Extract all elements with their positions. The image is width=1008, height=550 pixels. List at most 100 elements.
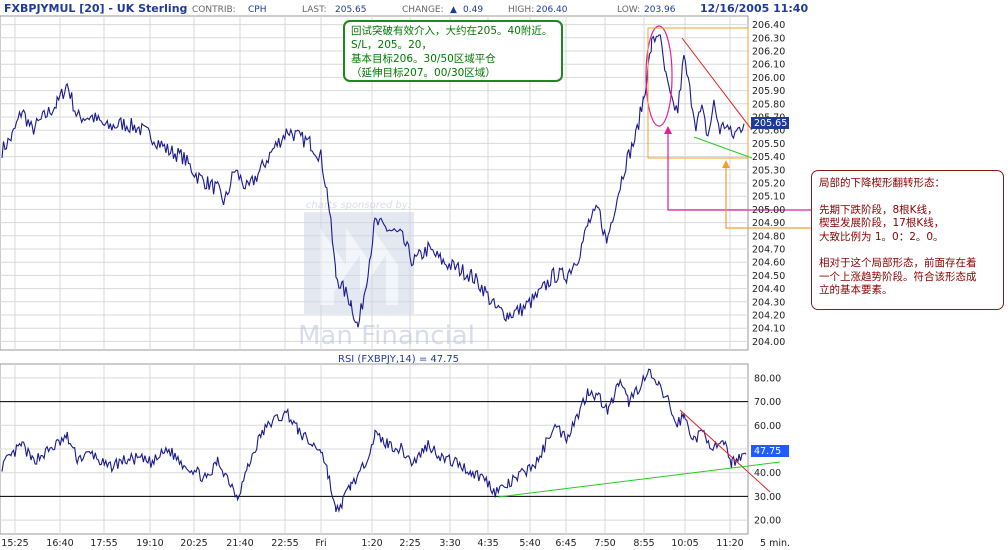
price-tick-label: 204.20 [752, 311, 785, 322]
price-tick-label: 205.00 [752, 205, 785, 216]
wedge-box [647, 27, 749, 159]
time-tick-label: 7:50 [594, 538, 615, 549]
orange-arrow-icon [722, 160, 730, 168]
low-label: LOW: [617, 5, 640, 15]
last-label: LAST: [302, 5, 327, 15]
red-note-line: 相对于这个局部形态，前面存在着 [819, 257, 977, 269]
price-tick-label: 206.40 [752, 20, 785, 31]
price-tick-label: 204.60 [752, 258, 785, 269]
instrument-title: FXBPJYMUL [20] - UK Sterling [4, 2, 187, 15]
red-note-title: 局部的下降楔形翻转形态： [819, 177, 945, 189]
green-note-line: 回试突破有效介入，大约在205。40附近。 [351, 25, 553, 37]
contrib-value: CPH [248, 5, 266, 15]
time-unit-label: 5 min. [760, 538, 790, 549]
price-tick-label: 205.30 [752, 165, 785, 176]
time-tick-label: 8:55 [633, 538, 654, 549]
price-tick-label: 205.80 [752, 99, 785, 110]
last-value: 205.65 [335, 5, 367, 15]
time-tick-label: 5:40 [519, 538, 540, 549]
time-tick-label: 4:35 [477, 538, 498, 549]
change-value: 0.49 [463, 5, 483, 15]
rsi-last-marker: 47.75 [751, 445, 789, 457]
magenta-arrow-icon [664, 126, 672, 134]
price-tick-label: 206.00 [752, 73, 785, 84]
watermark-sponsored-text: charts sponsored by: [306, 200, 411, 211]
change-label: CHANGE: [402, 5, 444, 15]
price-tick-label: 206.20 [752, 47, 785, 58]
high-label: HIGH: [508, 5, 534, 15]
last-price-marker: 205.65 [751, 117, 789, 129]
change-arrow-icon: ▲ [450, 5, 457, 15]
rsi-last-box [751, 445, 789, 457]
orange-connector [725, 166, 812, 229]
time-tick-label: 10:05 [671, 538, 698, 549]
last-price-box [751, 117, 789, 129]
chart-datetime: 12/16/2005 11:40 [700, 2, 808, 15]
rsi-tick-label: 80.00 [754, 373, 781, 384]
wedge-upper-trendline [681, 37, 753, 131]
price-line [1, 34, 745, 328]
price-tick-label: 206.30 [752, 33, 785, 44]
red-note-line: 先期下跌阶段，8根K线， [819, 203, 938, 216]
price-tick-label: 204.10 [752, 324, 785, 335]
time-tick-label: 20:25 [180, 538, 207, 549]
watermark-m-icon [320, 228, 398, 305]
contrib-label: CONTRIB: [192, 5, 236, 15]
price-tick-label: 204.80 [752, 231, 785, 242]
price-tick-label: 204.50 [752, 271, 785, 282]
low-value: 203.96 [644, 5, 676, 15]
price-y-axis: 204.00 204.10 204.20 204.30 204.40 204.50 204.… [752, 20, 785, 348]
time-tick-label: 11:20 [716, 538, 743, 549]
green-note-line: 基本目标206。30/50区域平仓 [351, 53, 496, 65]
rsi-tick-label: 60.00 [754, 421, 781, 432]
red-note-line: 楔型发展阶段，17根K线， [819, 217, 945, 229]
rsi-tick-label: 70.00 [754, 397, 781, 408]
price-tick-label: 204.90 [752, 218, 785, 229]
price-tick-label: 205.40 [752, 152, 785, 163]
red-note-line: 大致比例为 1。0：2。0。 [819, 230, 944, 243]
rsi-grid [0, 364, 748, 534]
last-price-label: 205.65 [754, 118, 787, 129]
price-tick-label: 206.10 [752, 60, 785, 71]
time-tick-label: 2:25 [399, 538, 420, 549]
time-tick-label: 21:40 [226, 538, 253, 549]
wedge-lower-trendline [693, 136, 753, 159]
rsi-annotations [497, 409, 781, 498]
watermark-brand-text: Man Financial [298, 321, 475, 351]
decline-ellipse [645, 25, 673, 127]
high-value: 206.40 [536, 5, 568, 15]
price-series [1, 34, 745, 328]
rsi-tick-label: 30.00 [754, 492, 781, 503]
red-pattern-note: 局部的下降楔形翻转形态： 先期下跌阶段，8根K线， 楔型发展阶段，17根K线， … [811, 170, 1004, 310]
price-tick-label: 204.00 [752, 337, 785, 348]
green-note-line: （延伸目标207。00/30区域） [351, 67, 496, 79]
time-x-axis: 15:25 16:40 17:55 19:10 20:25 21:40 22:55 Fri 1:… [1, 538, 790, 549]
price-tick-label: 205.10 [752, 192, 785, 203]
time-tick-label: 1:20 [361, 538, 382, 549]
time-tick-label: 22:55 [271, 538, 298, 549]
price-tick-label: 205.60 [752, 126, 785, 137]
time-tick-label: 15:25 [1, 538, 28, 549]
price-tick-label: 204.40 [752, 284, 785, 295]
rsi-red-trendline [679, 409, 771, 493]
rsi-green-trendline [497, 461, 781, 498]
time-tick-label: 6:45 [555, 538, 576, 549]
rsi-line [1, 368, 747, 513]
header-bar: FXBPJYMUL [20] - UK Sterling CONTRIB: CP… [4, 2, 808, 15]
time-tick-label: 16:40 [46, 538, 73, 549]
price-tick-label: 205.50 [752, 139, 785, 150]
rsi-last-label: 47.75 [754, 446, 781, 457]
red-note-line: 一个上涨趋势阶段。符合该形态成 [819, 270, 977, 283]
rsi-title: RSI (FXBPJY,14) = 47.75 [338, 354, 459, 365]
rsi-tick-label: 40.00 [754, 468, 781, 479]
green-note-line: S/L，205。20， [351, 39, 432, 51]
red-note-line: 立的基本要素。 [819, 284, 893, 296]
rsi-series [1, 368, 747, 513]
price-tick-label: 204.30 [752, 297, 785, 308]
price-tick-label: 205.90 [752, 86, 785, 97]
green-strategy-note: 回试突破有效介入，大约在205。40附近。 S/L，205。20， 基本目标20… [343, 20, 563, 82]
time-tick-label: 17:55 [90, 538, 117, 549]
time-tick-label: 19:10 [136, 538, 163, 549]
price-tick-label: 205.20 [752, 179, 785, 190]
